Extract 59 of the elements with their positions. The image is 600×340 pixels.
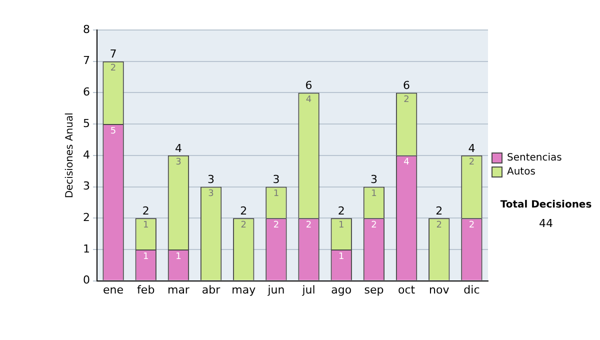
y-tick-label: 6 xyxy=(83,86,90,99)
data-label: 2 xyxy=(468,158,475,168)
total-label: 7 xyxy=(110,48,117,61)
data-label: 3 xyxy=(208,189,214,200)
total-label: 2 xyxy=(436,204,443,218)
y-tick-label: 2 xyxy=(83,210,90,224)
legend-label: Autos xyxy=(507,166,536,178)
x-tick-label: mar xyxy=(167,283,190,296)
x-tick-label: dic xyxy=(464,283,480,296)
total-label: 2 xyxy=(240,204,248,218)
total-label: 6 xyxy=(305,79,312,92)
data-label: 2 xyxy=(468,220,475,230)
data-label: 1 xyxy=(338,220,344,230)
y-tick-label: 7 xyxy=(83,54,90,68)
y-tick-label: 1 xyxy=(83,242,90,256)
data-label: 2 xyxy=(306,220,312,230)
x-tick-label: feb xyxy=(137,283,155,296)
total-label: 3 xyxy=(208,173,215,186)
legend-label: Sentencias xyxy=(507,152,562,164)
data-label: 1 xyxy=(338,252,344,262)
y-axis-title: Decisiones Anual xyxy=(64,112,76,198)
data-label: 1 xyxy=(273,189,280,200)
y-tick-label: 8 xyxy=(83,22,90,36)
x-tick-label: abr xyxy=(202,283,221,296)
y-tick-label: 3 xyxy=(83,180,90,193)
data-label: 3 xyxy=(176,158,182,168)
data-label: 1 xyxy=(371,189,377,200)
total-label: 3 xyxy=(370,173,378,186)
x-tick-label: jun xyxy=(266,283,285,296)
data-label: 2 xyxy=(110,64,116,74)
x-tick-label: ene xyxy=(103,283,124,296)
y-tick-label: 4 xyxy=(83,148,90,162)
data-label: 5 xyxy=(110,126,116,136)
data-label: 2 xyxy=(240,220,246,230)
data-label: 2 xyxy=(371,220,377,230)
x-tick-label: nov xyxy=(429,283,450,296)
data-label: 4 xyxy=(306,95,312,106)
total-label: 2 xyxy=(338,204,345,218)
x-tick-label: ago xyxy=(331,283,352,296)
x-tick-label: sep xyxy=(364,283,384,296)
text: 44 xyxy=(539,216,553,230)
data-label: 1 xyxy=(143,220,149,230)
data-label: 2 xyxy=(404,95,410,106)
x-tick-label: oct xyxy=(398,283,416,296)
y-tick-label: 5 xyxy=(83,116,90,130)
total-label: 6 xyxy=(403,79,410,92)
x-tick-label: jul xyxy=(301,283,316,296)
text: Total Decisiones xyxy=(500,200,592,211)
total-label: 4 xyxy=(174,142,182,155)
data-label: 1 xyxy=(143,252,149,262)
data-label: 2 xyxy=(273,220,280,230)
total-label: 3 xyxy=(272,173,280,186)
y-tick-label: 0 xyxy=(83,274,90,287)
data-label: 1 xyxy=(176,252,182,262)
x-tick-label: may xyxy=(232,283,256,296)
total-label: 4 xyxy=(468,142,476,155)
total-label: 2 xyxy=(142,204,150,218)
data-label: 2 xyxy=(436,220,442,230)
data-label: 4 xyxy=(404,158,410,168)
